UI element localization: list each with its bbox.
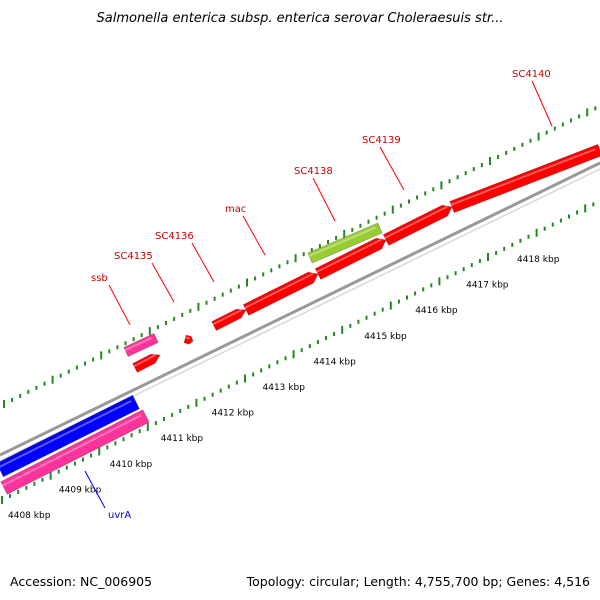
scale-label: 4410 kbp [110, 460, 153, 470]
scale-label: 4409 kbp [59, 485, 102, 495]
gene-sc4135-body [132, 353, 161, 373]
gene-sc4138-body [314, 237, 387, 280]
gene-mac-body [242, 271, 319, 316]
scale-label: 4413 kbp [263, 383, 306, 393]
leader-line [242, 215, 266, 256]
gene-label-sc4140: SC4140 [512, 69, 553, 127]
gene-sc4140 [449, 143, 600, 214]
leader-line [108, 284, 131, 326]
lower-tick-row [1, 202, 595, 504]
gene-uvra-body [0, 409, 150, 495]
gene-sc4135 [132, 353, 161, 373]
gene-sc4138-highlight [316, 238, 382, 273]
scale-label: 4415 kbp [364, 332, 407, 342]
gene-label-sc4139: SC4139 [362, 135, 405, 191]
gene-sc4136-highlight [185, 336, 190, 340]
map-title: Salmonella enterica subsp. enterica sero… [97, 11, 504, 26]
leader-line [191, 242, 215, 283]
gene-name: SC4135 [114, 251, 153, 262]
gene-name: SC4140 [512, 69, 551, 80]
leader-line [84, 470, 106, 509]
gene-sc4138 [314, 237, 387, 280]
leader-line [379, 146, 405, 191]
scale-label: 4418 kbp [517, 255, 560, 265]
gene-blue-body [0, 394, 140, 478]
gene-name: SC4139 [362, 135, 401, 146]
gene-small-red-highlight [212, 309, 242, 326]
gene-name: ssb [91, 273, 108, 284]
gene-sc4136 [183, 334, 194, 345]
gene-green [307, 222, 383, 264]
gene-blue [0, 394, 140, 478]
gene-sc4140-body [449, 143, 600, 214]
gene-mac [242, 271, 319, 316]
gene-name: uvrA [108, 510, 131, 521]
scale-label: 4408 kbp [8, 511, 51, 521]
scale-label: 4411 kbp [161, 434, 204, 444]
gene-name: SC4138 [294, 166, 333, 177]
scale-label: 4416 kbp [415, 306, 458, 316]
gene-sc4135-highlight [133, 354, 156, 368]
gene-small-red [211, 308, 247, 332]
leader-line [151, 262, 175, 303]
genes [0, 143, 600, 495]
gene-ssb-body [123, 332, 159, 358]
gene-sc4139-highlight [384, 205, 448, 239]
gene-label-sc4136: SC4136 [155, 231, 215, 283]
gene-label-mac: mac [225, 204, 266, 256]
accession-label: Accession: NC_006905 [10, 574, 152, 589]
gene-label-uvra: uvrA [84, 470, 131, 521]
gene-sc4139-body [382, 204, 453, 246]
gene-label-sc4138: SC4138 [294, 166, 336, 222]
scale-labels: 4408 kbp 4409 kbp 4410 kbp 4411 kbp 4412 kbp… [8, 255, 560, 521]
gene-green-body [307, 222, 383, 264]
gene-label-ssb: ssb [91, 273, 131, 326]
scale-label: 4412 kbp [212, 409, 255, 419]
tick-marks [1, 106, 597, 504]
gene-ssb [123, 332, 159, 358]
upper-tick-row [3, 106, 597, 408]
gene-uvra [0, 409, 150, 495]
gene-name: SC4136 [155, 231, 194, 242]
scale-label: 4417 kbp [466, 281, 509, 291]
gene-sc4136-body [183, 334, 194, 345]
gene-small-red-body [211, 308, 247, 332]
gene-ssb-highlight [124, 336, 152, 352]
gene-green-highlight [308, 226, 376, 257]
scale-label: 4414 kbp [313, 357, 356, 367]
gene-uvra-highlight [2, 414, 142, 487]
leader-line [531, 80, 553, 127]
gene-name: mac [225, 204, 246, 215]
gene-label-sc4135: SC4135 [114, 251, 175, 303]
gene-blue-highlight [0, 400, 132, 468]
gene-sc4139 [382, 204, 453, 246]
leader-line [312, 177, 336, 222]
gene-sc4140-highlight [450, 148, 596, 206]
topology-label: Topology: circular; Length: 4,755,700 bp… [246, 574, 590, 589]
gene-mac-highlight [244, 272, 314, 309]
backbone-line-outer [0, 161, 600, 457]
